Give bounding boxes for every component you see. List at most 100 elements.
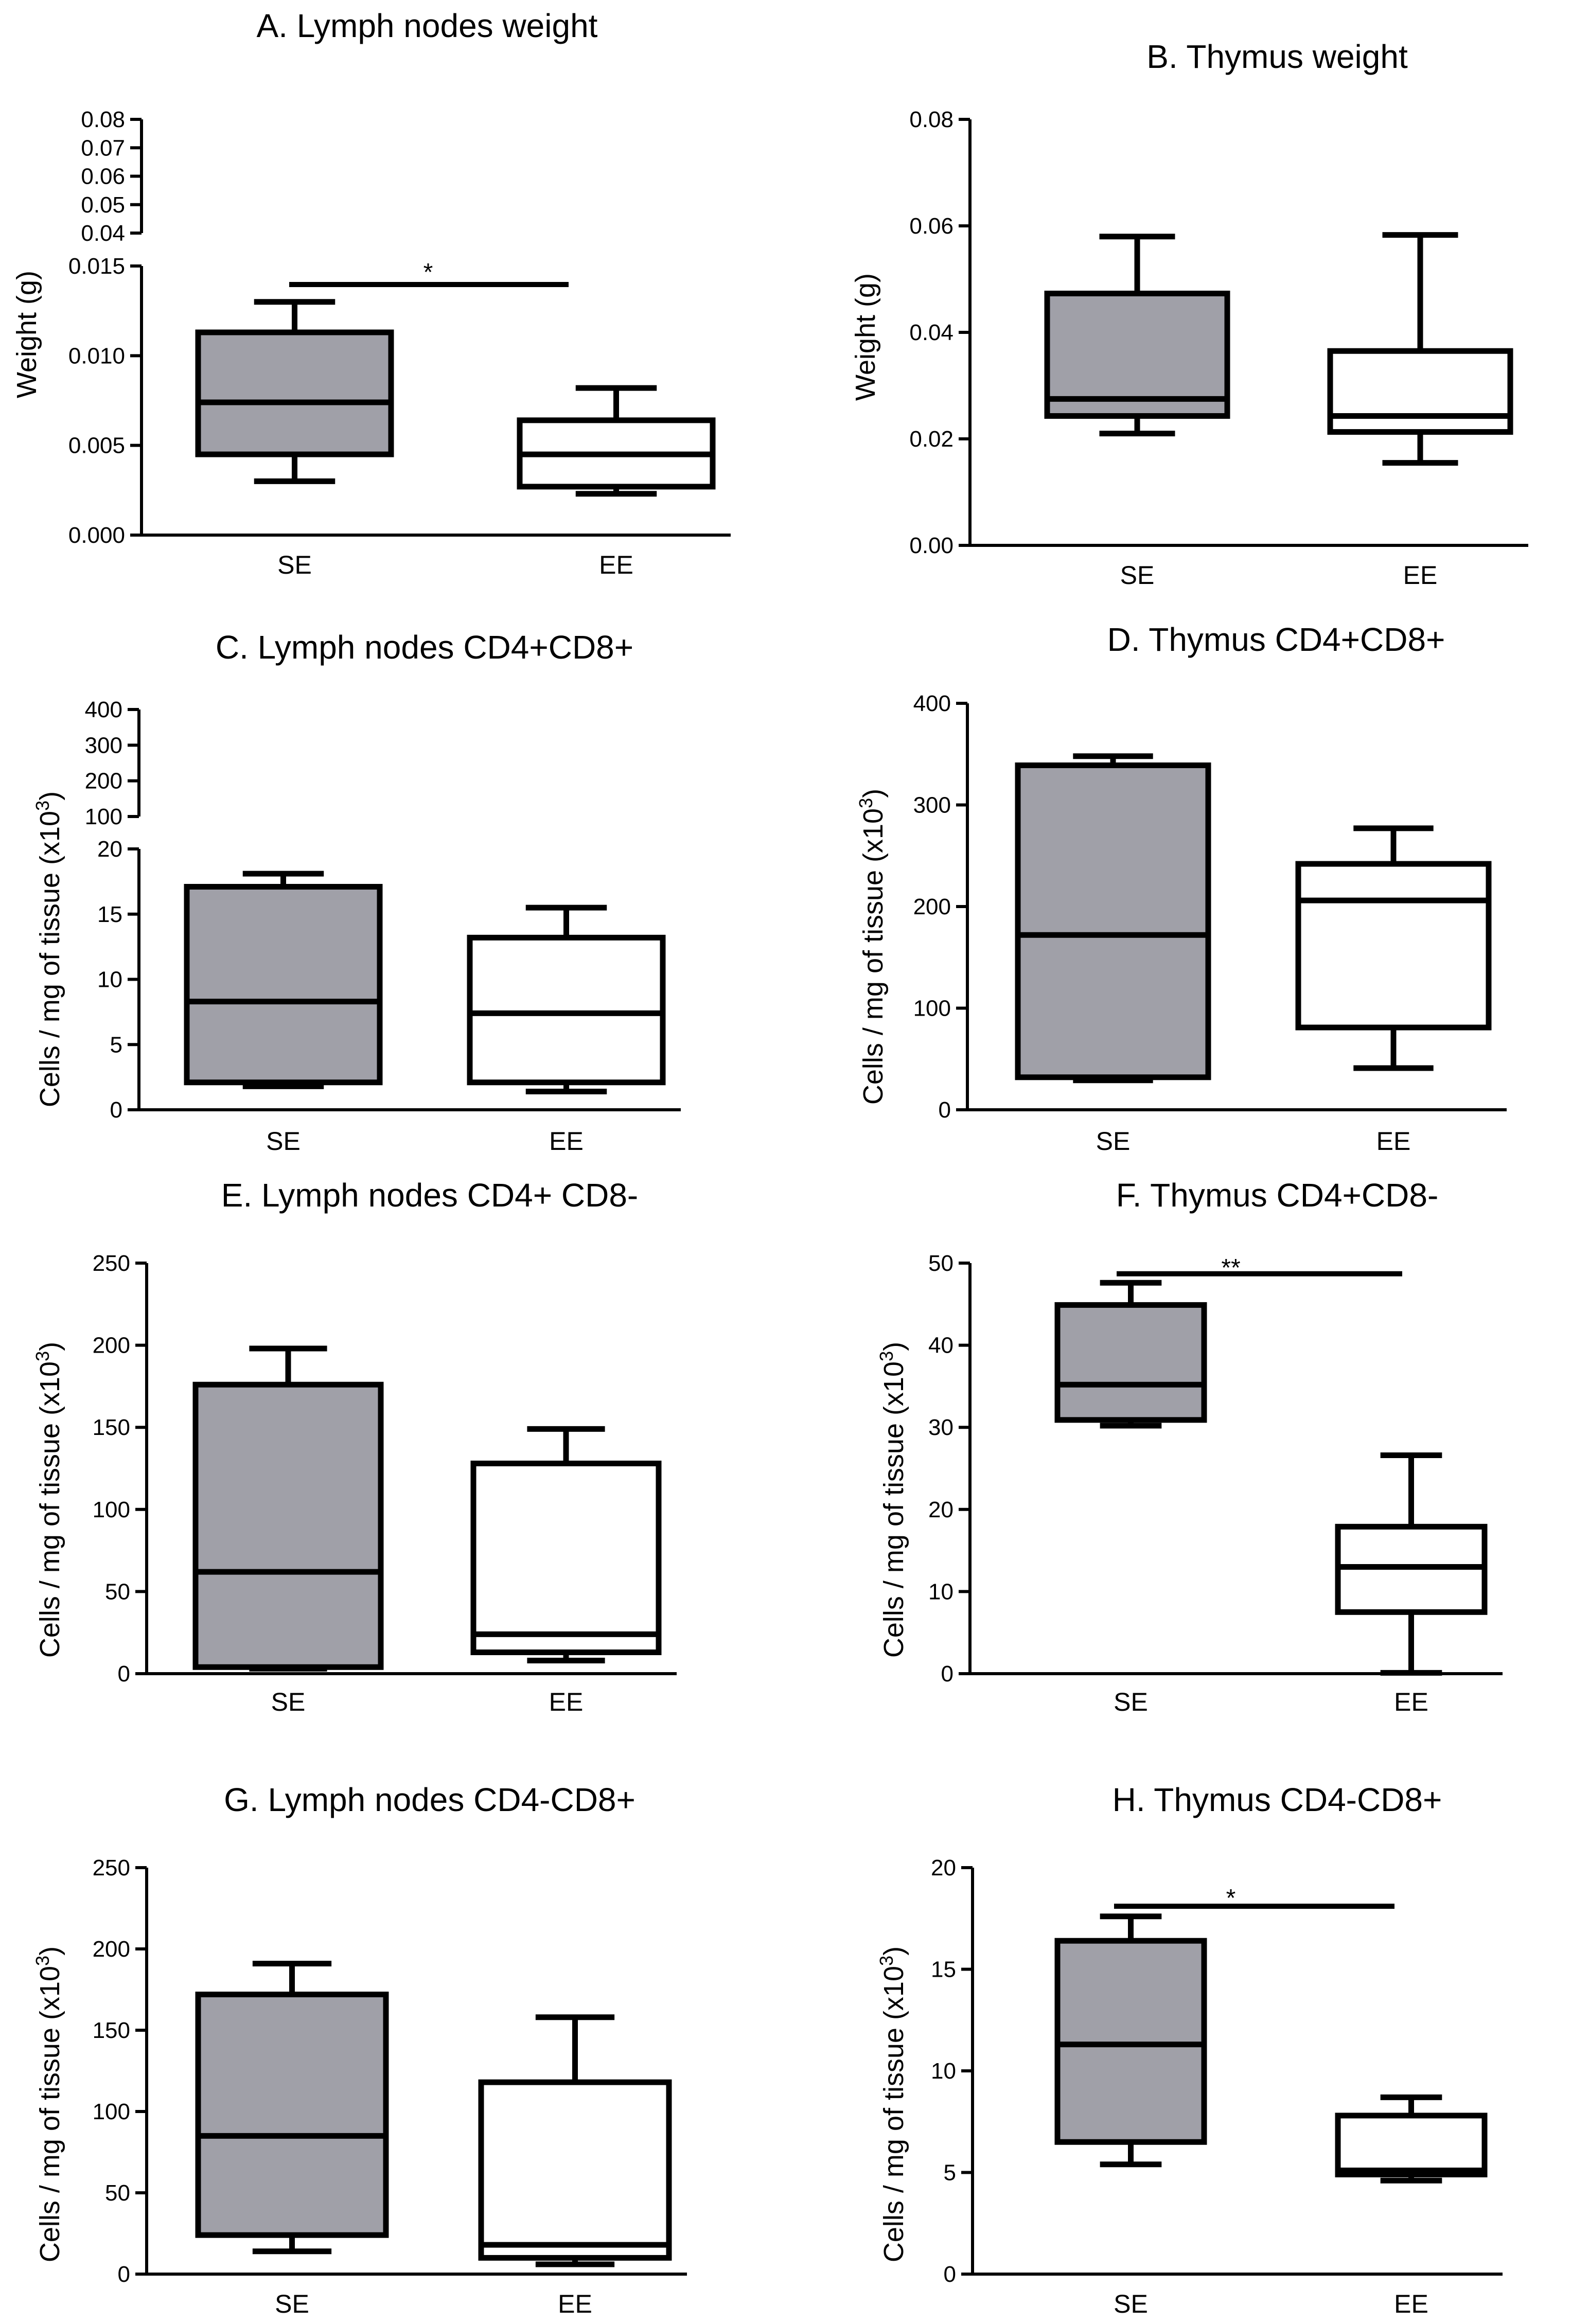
iqr-box xyxy=(478,2079,672,2261)
iqr-box xyxy=(195,329,394,457)
panel-title: G. Lymph nodes CD4-CD8+ xyxy=(224,1781,635,1818)
y-axis-label-end: ) xyxy=(34,1342,65,1351)
y-axis-label: Cells / mg of tissue (x103) xyxy=(32,1946,66,2262)
y-axis-tick-label: 200 xyxy=(93,1333,130,1358)
panel-g: G. Lymph nodes CD4-CD8+ Cells / mg of tis… xyxy=(32,1781,687,2318)
y-axis-tick-label: 0 xyxy=(118,1661,130,1687)
y-axis-tick-label: 300 xyxy=(913,793,951,818)
y-axis-tick-label: 0 xyxy=(939,1097,951,1123)
y-axis-lower-tick-label: 0.005 xyxy=(68,433,125,458)
y-axis-label: Weight (g) xyxy=(850,273,881,401)
y-axis-label: Cells / mg of tissue (x103) xyxy=(876,1946,910,2262)
y-axis-tick-label: 100 xyxy=(913,996,951,1021)
iqr-box xyxy=(1335,2113,1488,2177)
y-axis-upper-tick-label: 0.04 xyxy=(81,221,125,246)
y-axis-tick-label: 100 xyxy=(93,1497,130,1522)
category-label-ee: EE xyxy=(558,2290,592,2318)
category-label-ee: EE xyxy=(1394,1688,1428,1716)
category-label-se: SE xyxy=(271,1688,306,1716)
category-label-se: SE xyxy=(277,551,312,579)
y-axis-label-main: Cells / mg of tissue (x10 xyxy=(878,1966,909,2262)
y-axis-label-end: ) xyxy=(858,789,889,798)
y-axis-tick-label: 150 xyxy=(93,1415,130,1440)
iqr-box xyxy=(1044,290,1230,419)
y-axis-lower-tick-label: 5 xyxy=(110,1032,122,1057)
significance-label: * xyxy=(1226,1885,1236,1912)
iqr-box xyxy=(195,1991,389,2238)
category-label-ee: EE xyxy=(1376,1127,1411,1156)
y-axis-tick-label: 20 xyxy=(928,1497,954,1522)
y-axis-lower-tick-label: 20 xyxy=(97,837,122,862)
iqr-box xyxy=(470,1460,662,1656)
y-axis-lower-tick-label: 15 xyxy=(97,902,122,927)
category-label-se: SE xyxy=(1120,561,1155,590)
y-axis-tick-label: 400 xyxy=(913,691,951,716)
y-axis-upper-tick-label: 0.05 xyxy=(81,192,125,218)
box-se xyxy=(1044,234,1230,437)
y-axis-label-end: ) xyxy=(34,791,65,801)
significance-label: ** xyxy=(1221,1254,1240,1282)
box-ee xyxy=(470,1426,662,1663)
y-axis-lower-tick-label: 0 xyxy=(110,1097,122,1123)
panel-b: B. Thymus weight Weight (g) 0.00 0.02 0.04 0.… xyxy=(850,38,1528,590)
y-axis-label-end: ) xyxy=(878,1342,909,1351)
y-axis-lower-tick-label: 0.010 xyxy=(68,343,125,368)
y-axis-tick-label: 5 xyxy=(944,2160,956,2186)
category-label-se: SE xyxy=(1114,1688,1148,1716)
y-axis-tick-label: 10 xyxy=(931,2059,956,2084)
y-axis-tick-label: 150 xyxy=(93,2018,130,2043)
y-axis-tick-label: 50 xyxy=(105,2180,130,2206)
panel-title: A. Lymph nodes weight xyxy=(257,7,598,44)
y-axis-label-main: Cells / mg of tissue (x10 xyxy=(858,808,889,1105)
y-axis-tick-label: 0 xyxy=(944,2262,956,2287)
y-axis-tick-label: 200 xyxy=(913,894,951,919)
y-axis-label: Cells / mg of tissue (x103) xyxy=(32,791,66,1107)
panel-c: C. Lymph nodes CD4+CD8+ Cells / mg of tis… xyxy=(32,629,681,1156)
y-axis-lower-tick-label: 10 xyxy=(97,967,122,992)
y-axis-label-end: ) xyxy=(878,1946,909,1956)
iqr-box xyxy=(1015,762,1211,1080)
y-axis-label-main: Cells / mg of tissue (x10 xyxy=(878,1361,909,1658)
box-se xyxy=(1015,753,1211,1084)
iqr-box xyxy=(1054,1938,1207,2145)
y-axis-label-superscript: 3 xyxy=(876,1956,897,1966)
y-axis-label: Cells / mg of tissue (x103) xyxy=(32,1342,66,1658)
y-axis-label-superscript: 3 xyxy=(32,1351,53,1361)
y-axis-upper-tick-label: 0.08 xyxy=(81,107,125,132)
y-axis-lower-tick-label: 0.015 xyxy=(68,254,125,279)
box-ee xyxy=(1295,825,1492,1071)
y-axis-tick-label: 0.00 xyxy=(909,533,954,558)
y-axis-label-superscript: 3 xyxy=(32,801,53,811)
y-axis-label-main: Weight (g) xyxy=(11,271,42,398)
y-axis-upper-tick-label: 0.07 xyxy=(81,135,125,161)
box-ee xyxy=(1335,1452,1488,1676)
panel-d: D. Thymus CD4+CD8+ Cells / mg of tissue (… xyxy=(855,621,1507,1156)
box-se xyxy=(184,871,383,1089)
y-axis-tick-label: 100 xyxy=(93,2099,130,2124)
y-axis-label: Cells / mg of tissue (x103) xyxy=(855,789,889,1105)
panel-a: A. Lymph nodes weight Weight (g) 0.000 0.00… xyxy=(11,7,731,579)
box-ee xyxy=(517,385,716,497)
box-se xyxy=(192,1345,384,1672)
y-axis-label-superscript: 3 xyxy=(855,798,876,808)
iqr-box xyxy=(1295,861,1492,1031)
category-label-se: SE xyxy=(1114,2290,1148,2318)
category-label-ee: EE xyxy=(599,551,633,579)
y-axis-label-superscript: 3 xyxy=(32,1956,53,1966)
y-axis-upper-tick-label: 100 xyxy=(85,804,122,829)
box-ee xyxy=(467,904,666,1095)
y-axis-upper-tick-label: 0.06 xyxy=(81,164,125,189)
box-ee xyxy=(478,2014,672,2267)
y-axis-label-main: Cells / mg of tissue (x10 xyxy=(34,1361,65,1658)
significance-label: * xyxy=(423,259,433,286)
iqr-box xyxy=(1327,348,1513,435)
panel-e: E. Lymph nodes CD4+ CD8- Cells / mg of ti… xyxy=(32,1177,677,1716)
y-axis-label: Cells / mg of tissue (x103) xyxy=(876,1342,910,1658)
box-se xyxy=(1054,1913,1207,2168)
category-label-se: SE xyxy=(275,2290,309,2318)
y-axis-tick-label: 250 xyxy=(93,1855,130,1881)
y-axis-lower-tick-label: 0.000 xyxy=(68,523,125,548)
y-axis-tick-label: 40 xyxy=(928,1333,954,1358)
panel-title: H. Thymus CD4-CD8+ xyxy=(1113,1781,1442,1818)
